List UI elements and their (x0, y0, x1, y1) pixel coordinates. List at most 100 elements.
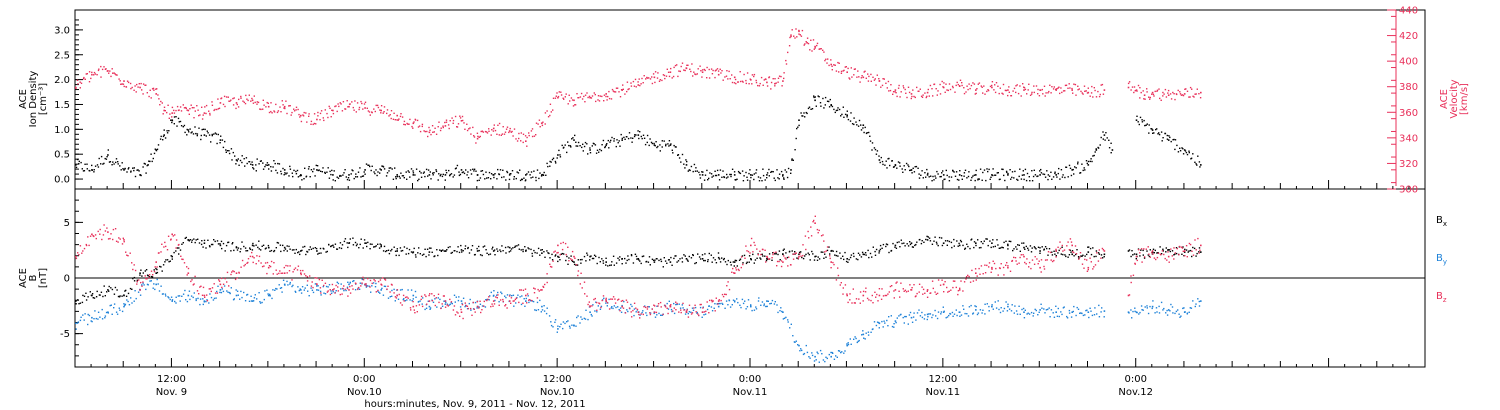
density-point (467, 171, 469, 173)
density-point (513, 178, 515, 180)
velocity-point (408, 123, 410, 125)
by-point (776, 304, 778, 306)
by-point (301, 286, 304, 288)
density-point (162, 135, 165, 138)
density-point (673, 144, 675, 147)
bx-point (265, 247, 267, 249)
bz-point (310, 285, 313, 287)
bz-point (965, 278, 967, 280)
by-point (434, 298, 436, 300)
velocity-point (972, 82, 974, 84)
bz-point (1009, 270, 1012, 272)
bx-point (328, 244, 330, 246)
density-point (1148, 124, 1150, 126)
density-point (255, 170, 257, 172)
bz-point (258, 260, 260, 262)
by-point (736, 298, 738, 300)
density-point (1074, 166, 1076, 168)
bz-point (874, 291, 876, 293)
density-point (1079, 172, 1082, 174)
by-point (124, 303, 127, 306)
bx-point (308, 249, 310, 251)
velocity-point (951, 85, 954, 88)
velocity-point (898, 84, 900, 87)
density-point (768, 168, 770, 171)
density-point (813, 96, 815, 99)
by-point (1026, 313, 1028, 315)
density-point (849, 120, 852, 122)
velocity-point (696, 73, 698, 75)
bz-point (1051, 260, 1054, 263)
bz-point (175, 239, 178, 241)
bz-point (1189, 243, 1192, 246)
bz-point (186, 274, 188, 276)
velocity-point (424, 130, 426, 133)
velocity-point (748, 83, 750, 85)
bz-point (1195, 249, 1197, 251)
bz-point (620, 300, 623, 302)
bx-point (980, 241, 982, 243)
velocity-point (634, 78, 637, 81)
density-point (787, 167, 790, 170)
bz-point (943, 291, 945, 293)
bx-point (1184, 248, 1186, 251)
velocity-point (1102, 93, 1105, 95)
by-point (1169, 310, 1171, 312)
density-point (857, 125, 860, 127)
by-point (1142, 309, 1144, 311)
bz-point (830, 267, 832, 269)
bz-point (851, 302, 853, 304)
by-point (130, 297, 132, 299)
density-point (137, 169, 139, 171)
by-point (82, 314, 84, 316)
velocity-point (549, 114, 551, 117)
bz-point (123, 241, 125, 243)
by-point (781, 310, 783, 313)
velocity-point (164, 110, 166, 112)
density-point (903, 165, 905, 167)
density-point (94, 165, 97, 167)
by-point (633, 314, 635, 317)
by-point (819, 349, 822, 352)
velocity-point (586, 92, 588, 94)
density-point (928, 176, 930, 178)
bx-point (739, 258, 742, 260)
velocity-point (115, 74, 117, 76)
velocity-point (414, 119, 417, 121)
by-point-point (380, 289, 382, 291)
velocity-point (628, 88, 630, 90)
bz-point (872, 302, 874, 304)
by-point (1180, 315, 1182, 317)
bx-point (491, 248, 493, 250)
by-point (167, 296, 169, 298)
velocity-point-point (1055, 89, 1057, 91)
velocity-point (225, 96, 228, 98)
bx-point (1025, 245, 1027, 248)
bx-point-point (1151, 251, 1154, 253)
bz-point (230, 273, 232, 276)
by-point (174, 300, 176, 303)
by-point (623, 300, 625, 303)
by-point (830, 351, 832, 354)
bx-point (811, 250, 813, 253)
bx-point (722, 258, 725, 261)
velocity-point (498, 122, 501, 125)
bx-point (1065, 255, 1067, 258)
bz-point (918, 283, 921, 285)
by-point (1000, 307, 1002, 309)
density-point (952, 170, 954, 172)
bz-point (77, 252, 79, 254)
velocity-point (289, 105, 291, 107)
bz-point (510, 297, 513, 299)
by-point-point (155, 283, 157, 286)
by-point (232, 299, 235, 301)
by-point (853, 338, 855, 340)
velocity-point (1099, 93, 1101, 96)
bz-point (312, 286, 314, 289)
velocity-point (334, 105, 336, 108)
density-point (730, 175, 732, 178)
bz-point-point (653, 311, 656, 313)
bz-point-point (75, 255, 77, 258)
velocity-point-point (541, 122, 543, 125)
density-point (334, 180, 336, 182)
